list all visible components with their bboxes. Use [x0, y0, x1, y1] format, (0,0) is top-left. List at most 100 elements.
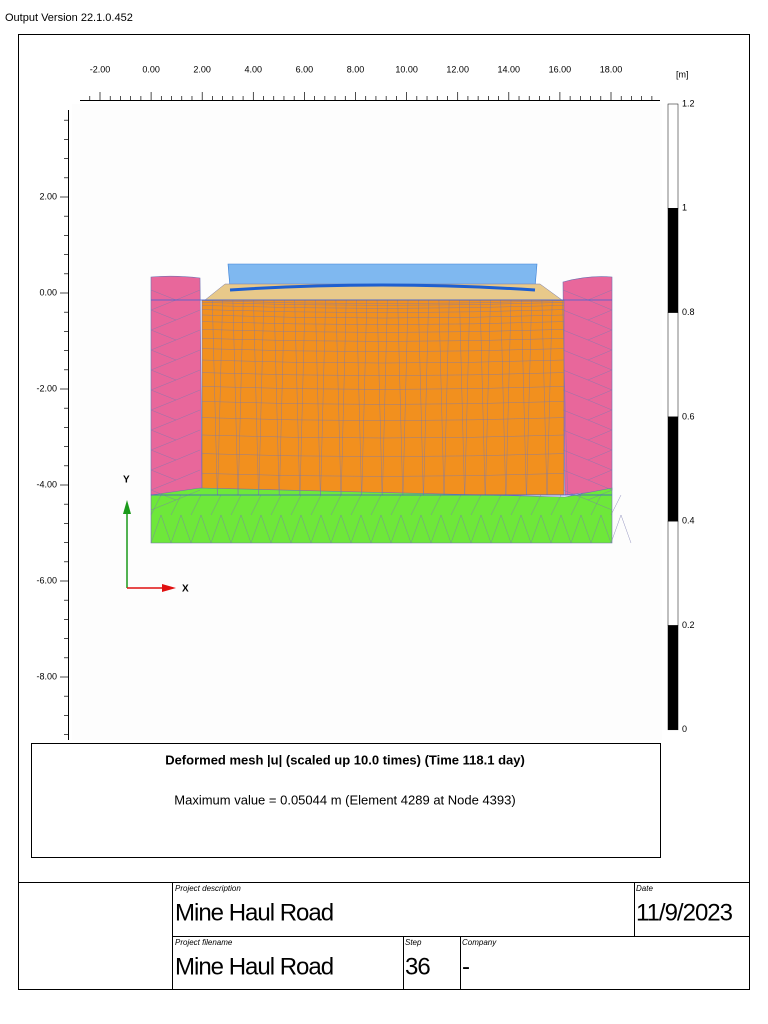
axes-symbol: Y X [123, 475, 189, 595]
mesh-line [279, 299, 285, 496]
mesh-line [530, 494, 552, 544]
y-label: Y [123, 475, 130, 486]
field-label: Company [462, 938, 497, 947]
mesh-line [423, 299, 429, 496]
mesh-line [464, 299, 470, 496]
mesh-line [485, 299, 491, 496]
x-tick-label: -2.00 [90, 64, 111, 74]
mesh-line [526, 299, 532, 496]
mesh-line [430, 494, 452, 544]
legend-segment [667, 416, 679, 522]
y-tick-label: -2.00 [36, 383, 57, 393]
mesh-line [250, 494, 272, 544]
mesh-line [201, 359, 565, 364]
y-tick-label: -8.00 [36, 671, 57, 681]
field-value: 36 [405, 953, 430, 980]
mesh-line [310, 494, 332, 544]
mesh-line [590, 494, 612, 544]
mesh-line [150, 494, 172, 544]
mesh-line [450, 494, 472, 544]
mesh-line [201, 338, 565, 342]
legend: 1.2 1 0.8 0.6 0.4 0.2 0 [667, 98, 695, 734]
mesh-line [150, 329, 613, 351]
x-label: X [182, 584, 189, 595]
legend-label: 0 [682, 724, 687, 734]
mesh-line [444, 299, 450, 496]
field-value: 11/9/2023 [636, 899, 733, 926]
x-tick-label: 18.00 [600, 64, 623, 74]
caption-box [31, 743, 661, 858]
surface-line [229, 283, 536, 292]
right-embankment [562, 276, 613, 496]
caption-title: Deformed mesh |u| (scaled up 10.0 times)… [165, 752, 525, 767]
mesh-line [230, 494, 252, 544]
mesh-line [150, 389, 613, 411]
legend-segment [667, 520, 679, 626]
mesh-line [356, 299, 362, 496]
mesh-line [150, 369, 613, 391]
y-tick-label: 0.00 [39, 287, 57, 297]
legend-segment [667, 208, 679, 313]
mesh-line [253, 299, 259, 496]
x-tick-label: 12.00 [446, 64, 469, 74]
mesh-line [370, 494, 392, 544]
mesh-line [258, 299, 264, 496]
legend-label: 1.2 [682, 98, 695, 108]
mesh-line [290, 494, 312, 544]
mesh-line [150, 449, 613, 471]
y-tick-label: -4.00 [36, 479, 57, 489]
mesh-lines [150, 289, 632, 544]
x-tick-label: 6.00 [296, 64, 314, 74]
mesh-line [212, 299, 218, 496]
mesh-line [210, 494, 232, 544]
mesh-line [410, 494, 432, 544]
mesh-line [550, 494, 572, 544]
legend-segment [667, 312, 679, 418]
mesh-line [201, 321, 565, 325]
mesh-line [150, 409, 613, 431]
mesh-line [521, 299, 527, 496]
mesh-line [201, 453, 565, 457]
y-tick-label: 2.00 [39, 191, 57, 201]
mesh-line [201, 329, 565, 333]
rulers: -2.00 0.00 2.00 4.00 6.00 8.00 10.00 12.00 14.00… [36, 64, 660, 740]
mesh-line [238, 299, 244, 496]
field-label: Date [636, 884, 653, 893]
mesh-line [397, 299, 403, 496]
field-label: Project description [175, 884, 241, 893]
mesh-line [402, 299, 409, 496]
legend-segment [667, 103, 679, 209]
mesh-line [150, 469, 613, 491]
mesh-line [315, 299, 321, 496]
mesh-line [270, 494, 292, 544]
legend-label: 0.8 [682, 307, 695, 317]
mesh-line [217, 299, 223, 496]
unit: [m] [676, 69, 689, 79]
mesh-line [150, 349, 613, 371]
legend-label: 1 [682, 203, 687, 213]
mesh-line [505, 299, 512, 496]
mesh-line [150, 429, 613, 451]
frame [18, 34, 750, 990]
mesh-line [382, 299, 388, 496]
mesh-line [201, 300, 565, 304]
mesh-line [330, 494, 352, 544]
mesh-line [547, 299, 553, 496]
x-tick-label: 10.00 [395, 64, 418, 74]
mesh-line [201, 305, 565, 309]
mesh-line [232, 299, 239, 496]
mesh-line [500, 299, 506, 496]
version: Output Version 22.1.0.452 [5, 12, 133, 24]
mesh-line [201, 309, 565, 313]
mesh-line [562, 299, 568, 496]
x-tick-label: 4.00 [245, 64, 263, 74]
mesh-line [190, 494, 212, 544]
mesh-line [320, 299, 326, 496]
field-value: - [462, 953, 469, 980]
mesh-line [350, 494, 372, 544]
mesh-line [490, 494, 512, 544]
mesh-line [390, 494, 412, 544]
mesh-line [273, 299, 280, 496]
field-label: Project filename [175, 938, 233, 947]
